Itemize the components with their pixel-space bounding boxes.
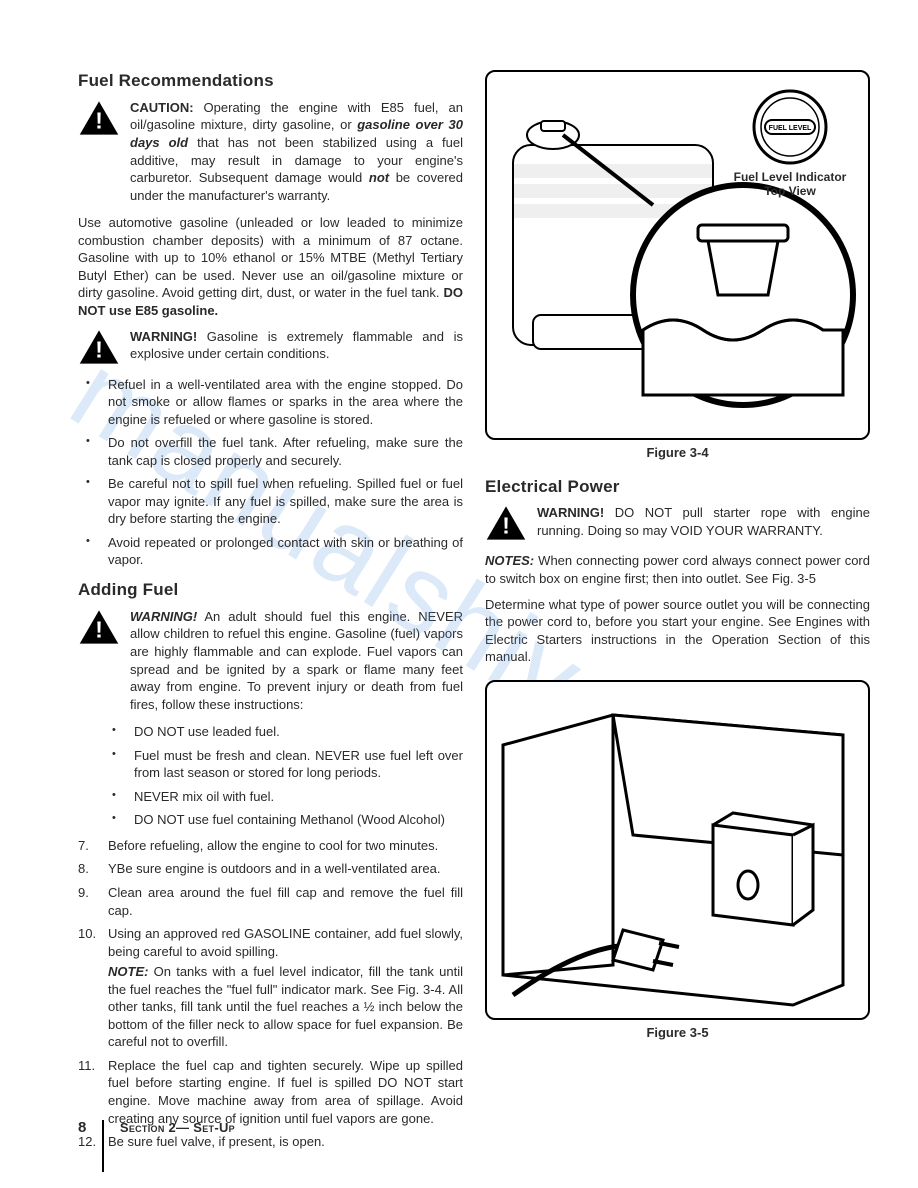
figure-3-5-caption: Figure 3-5 bbox=[485, 1024, 870, 1042]
caution-block: ! CAUTION: Operating the engine with E85… bbox=[78, 99, 463, 204]
heading-fuel-recommendations: Fuel Recommendations bbox=[78, 70, 463, 93]
sub-bullet-item: NEVER mix oil with fuel. bbox=[134, 788, 463, 806]
figure-3-5-box bbox=[485, 680, 870, 1020]
step-item: 8.YBe sure engine is outdoors and in a w… bbox=[108, 860, 463, 878]
svg-text:!: ! bbox=[95, 336, 103, 362]
step-num: 11. bbox=[78, 1057, 100, 1075]
caution-label: CAUTION: bbox=[130, 100, 194, 115]
sub-bullet-item: DO NOT use fuel containing Methanol (Woo… bbox=[134, 811, 463, 829]
para1-a: Use automotive gasoline (unleaded or low… bbox=[78, 215, 463, 300]
warning-1-text: WARNING! Gasoline is extremely flammable… bbox=[130, 328, 463, 363]
step-num: 7. bbox=[78, 837, 100, 855]
figure-3-4-caption: Figure 3-4 bbox=[485, 444, 870, 462]
notes-label: NOTES: bbox=[485, 553, 534, 568]
step-num: 9. bbox=[78, 884, 100, 902]
page-columns: Fuel Recommendations ! CAUTION: Operatin… bbox=[78, 70, 870, 1159]
sub-bullet-item: Fuel must be fresh and clean. NEVER use … bbox=[134, 747, 463, 782]
step-num: 8. bbox=[78, 860, 100, 878]
step-item: 10.Using an approved red GASOLINE contai… bbox=[108, 925, 463, 1051]
caution-text: CAUTION: Operating the engine with E85 f… bbox=[130, 99, 463, 204]
svg-text:!: ! bbox=[95, 107, 103, 133]
warning-2-text: WARNING! An adult should fuel this engin… bbox=[130, 608, 463, 713]
step-num: 10. bbox=[78, 925, 100, 943]
bullet-item: Avoid repeated or prolonged contact with… bbox=[108, 534, 463, 569]
fuel-usage-paragraph: Use automotive gasoline (unleaded or low… bbox=[78, 214, 463, 319]
heading-electrical-power: Electrical Power bbox=[485, 476, 870, 499]
warning-triangle-icon: ! bbox=[78, 608, 120, 646]
fuel-gauge-icon: FUEL LEVEL bbox=[751, 88, 829, 166]
step-text: Before refueling, allow the engine to co… bbox=[108, 838, 438, 853]
svg-text:!: ! bbox=[95, 616, 103, 642]
warning-block-2: ! WARNING! An adult should fuel this eng… bbox=[78, 608, 463, 713]
left-column: Fuel Recommendations ! CAUTION: Operatin… bbox=[78, 70, 463, 1159]
warning-bullets: Refuel in a well-ventilated area with th… bbox=[78, 376, 463, 569]
sub-bullet-item: DO NOT use leaded fuel. bbox=[134, 723, 463, 741]
note-text: On tanks with a fuel level indicator, fi… bbox=[108, 964, 463, 1049]
svg-text:FUEL LEVEL: FUEL LEVEL bbox=[769, 125, 812, 132]
warning-2-body: An adult should fuel this engine. NEVER … bbox=[130, 609, 463, 712]
warning-3-text: WARNING! DO NOT pull starter rope with e… bbox=[537, 504, 870, 539]
bullet-item: Refuel in a well-ventilated area with th… bbox=[108, 376, 463, 429]
warning-triangle-icon: ! bbox=[485, 504, 527, 542]
step-text: YBe sure engine is outdoors and in a wel… bbox=[108, 861, 440, 876]
warning-1-label: WARNING! bbox=[130, 329, 197, 344]
bullet-item: Be careful not to spill fuel when refuel… bbox=[108, 475, 463, 528]
notes-paragraph: NOTES: When connecting power cord always… bbox=[485, 552, 870, 587]
section-label: Section 2— Set-Up bbox=[120, 1119, 235, 1137]
svg-text:!: ! bbox=[502, 513, 510, 539]
caution-not: not bbox=[369, 170, 389, 185]
warning-2-label: WARNING! bbox=[130, 609, 197, 624]
notes-text: When connecting power cord always connec… bbox=[485, 553, 870, 586]
step-text: Using an approved red GASOLINE container… bbox=[108, 926, 463, 959]
power-source-paragraph: Determine what type of power source outl… bbox=[485, 596, 870, 666]
warning-block-1: ! WARNING! Gasoline is extremely flammab… bbox=[78, 328, 463, 366]
step-10-note: NOTE: On tanks with a fuel level indicat… bbox=[108, 963, 463, 1051]
step-text: Clean area around the fuel fill cap and … bbox=[108, 885, 463, 918]
figure-3-4-box: FUEL LEVEL Fuel Level Indicator Top View bbox=[485, 70, 870, 440]
page-footer: 8 Section 2— Set-Up bbox=[78, 1102, 235, 1154]
right-column: FUEL LEVEL Fuel Level Indicator Top View bbox=[485, 70, 870, 1159]
warning-triangle-icon: ! bbox=[78, 99, 120, 137]
power-cord-diagram-illustration bbox=[493, 685, 863, 1015]
heading-adding-fuel: Adding Fuel bbox=[78, 579, 463, 602]
bullet-item: Do not overfill the fuel tank. After ref… bbox=[108, 434, 463, 469]
fuel-indicator-line2: Top View bbox=[730, 184, 850, 198]
page-number: 8 bbox=[78, 1118, 86, 1138]
warning-triangle-icon: ! bbox=[78, 328, 120, 366]
sub-bullets: DO NOT use leaded fuel. Fuel must be fre… bbox=[78, 723, 463, 829]
fuel-level-indicator-label: FUEL LEVEL Fuel Level Indicator Top View bbox=[730, 88, 850, 199]
warning-3-label: WARNING! bbox=[537, 505, 604, 520]
fuel-indicator-line1: Fuel Level Indicator bbox=[730, 170, 850, 184]
footer-separator bbox=[102, 1120, 104, 1172]
step-item: 9.Clean area around the fuel fill cap an… bbox=[108, 884, 463, 919]
warning-block-3: ! WARNING! DO NOT pull starter rope with… bbox=[485, 504, 870, 542]
step-item: 7.Before refueling, allow the engine to … bbox=[108, 837, 463, 855]
note-label: NOTE: bbox=[108, 964, 148, 979]
